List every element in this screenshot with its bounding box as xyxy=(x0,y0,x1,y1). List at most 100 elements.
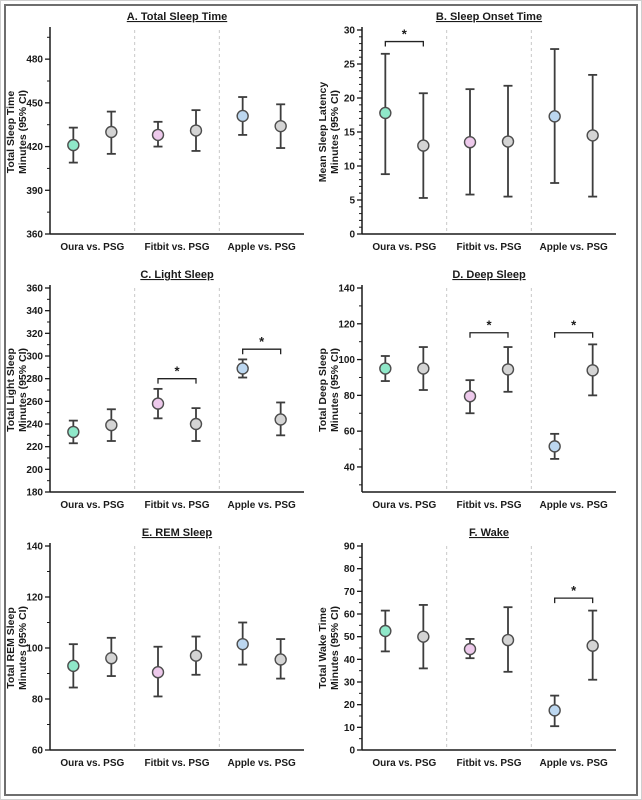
panel-chart-b: B. Sleep Onset Time 0 5 10 15 20 25 30 Mean Slee… xyxy=(317,11,616,253)
significance-bracket xyxy=(469,332,509,338)
y-tick-label: 390 xyxy=(26,186,43,197)
panel-title: E. REM Sleep xyxy=(142,527,213,539)
data-point-psg xyxy=(501,135,515,148)
x-category-label: Oura vs. PSG xyxy=(372,758,436,769)
x-category-label: Fitbit vs. PSG xyxy=(144,758,209,769)
y-tick-label: 0 xyxy=(349,746,355,757)
data-point-psg xyxy=(189,124,203,137)
data-point-apple xyxy=(548,110,561,123)
x-category-label: Oura vs. PSG xyxy=(60,758,124,769)
data-point-psg xyxy=(501,363,515,376)
y-tick-label: 40 xyxy=(344,462,356,473)
y-axis-title-line1: Total REM Sleep xyxy=(5,607,17,688)
y-tick-label: 280 xyxy=(26,374,43,385)
x-category-label: Apple vs. PSG xyxy=(227,500,296,511)
data-point-psg xyxy=(105,651,118,665)
y-tick-label: 100 xyxy=(26,644,43,655)
data-point-oura xyxy=(67,138,80,152)
data-point-psg xyxy=(274,413,287,426)
data-point-psg xyxy=(274,653,287,666)
data-point-oura xyxy=(379,362,392,375)
y-tick-label: 80 xyxy=(32,695,44,706)
y-tick-label: 220 xyxy=(26,442,43,453)
data-point-oura xyxy=(67,425,80,439)
significance-asterisk: * xyxy=(486,318,492,333)
x-category-label: Apple vs. PSG xyxy=(227,242,296,253)
panel-title: C. Light Sleep xyxy=(140,269,214,281)
y-tick-label: 15 xyxy=(344,128,356,139)
panel-a-total-sleep-time: A. Total Sleep Time 360 390 420 450 480 Total … xyxy=(3,6,315,264)
y-tick-label: 50 xyxy=(344,632,356,643)
panel-e-rem-sleep: E. REM Sleep 60 80 100 120 140 Total REM Sleep… xyxy=(3,522,315,780)
x-category-label: Oura vs. PSG xyxy=(60,242,124,253)
y-tick-label: 120 xyxy=(338,319,355,330)
data-point-psg xyxy=(189,649,203,662)
data-point-apple xyxy=(548,440,561,453)
data-point-apple xyxy=(236,362,249,375)
panel-grid: A. Total Sleep Time 360 390 420 450 480 Total … xyxy=(3,6,627,780)
data-point-oura xyxy=(379,624,392,638)
data-point-psg xyxy=(189,417,203,431)
significance-asterisk: * xyxy=(259,334,265,349)
y-axis-title-line2: Minutes (95% CI) xyxy=(329,606,341,690)
y-tick-label: 140 xyxy=(338,284,355,295)
significance-bracket xyxy=(242,348,282,355)
significance-asterisk: * xyxy=(571,583,577,598)
data-point-psg xyxy=(417,630,430,643)
x-category-label: Fitbit vs. PSG xyxy=(456,242,521,253)
y-axis-title-line2: Minutes (95% CI) xyxy=(329,90,341,174)
y-tick-label: 450 xyxy=(26,98,43,109)
panel-b-sleep-onset-time: B. Sleep Onset Time 0 5 10 15 20 25 30 Mean Slee… xyxy=(315,6,627,264)
data-point-psg xyxy=(105,418,118,432)
panel-chart-d: D. Deep Sleep 40 60 80 100 120 140 Total Deep S… xyxy=(317,269,616,511)
data-point-fitbit xyxy=(463,390,477,403)
panel-title: B. Sleep Onset Time xyxy=(436,11,542,23)
panel-title: A. Total Sleep Time xyxy=(127,11,227,23)
x-category-label: Fitbit vs. PSG xyxy=(144,500,209,511)
y-tick-label: 20 xyxy=(344,700,356,711)
y-tick-label: 80 xyxy=(344,391,356,402)
y-tick-label: 60 xyxy=(344,427,356,438)
panel-chart-a: A. Total Sleep Time 360 390 420 450 480 Total … xyxy=(5,11,304,253)
x-category-label: Apple vs. PSG xyxy=(539,242,608,253)
x-category-label: Fitbit vs. PSG xyxy=(456,500,521,511)
y-tick-label: 300 xyxy=(26,352,43,363)
y-tick-label: 30 xyxy=(344,678,356,689)
data-point-psg xyxy=(586,639,599,652)
y-tick-label: 25 xyxy=(344,60,356,71)
y-tick-label: 260 xyxy=(26,397,43,408)
y-axis-title-line2: Minutes (95% CI) xyxy=(17,606,29,690)
data-point-apple xyxy=(548,704,561,717)
data-point-psg xyxy=(586,364,599,377)
data-point-oura xyxy=(379,106,392,120)
y-tick-label: 140 xyxy=(26,542,43,553)
data-point-psg xyxy=(417,139,430,152)
y-tick-label: 120 xyxy=(26,593,43,604)
y-tick-label: 100 xyxy=(338,355,355,366)
y-axis-title-line1: Total Wake Time xyxy=(317,607,329,689)
data-point-fitbit xyxy=(463,135,477,149)
x-category-label: Apple vs. PSG xyxy=(539,758,608,769)
data-point-psg xyxy=(274,119,287,133)
x-category-label: Fitbit vs. PSG xyxy=(456,758,521,769)
y-axis-title-line2: Minutes (95% CI) xyxy=(329,348,341,432)
data-point-fitbit xyxy=(463,642,477,656)
y-tick-label: 240 xyxy=(26,420,43,431)
data-point-psg xyxy=(417,362,430,375)
y-tick-label: 60 xyxy=(32,746,44,757)
x-category-label: Oura vs. PSG xyxy=(372,242,436,253)
y-tick-label: 10 xyxy=(344,162,356,173)
y-tick-label: 60 xyxy=(344,610,356,621)
y-axis-title-line1: Total Light Sleep xyxy=(5,348,17,432)
y-tick-label: 200 xyxy=(26,465,43,476)
panel-title: D. Deep Sleep xyxy=(452,269,526,281)
significance-bracket xyxy=(554,597,594,604)
y-tick-label: 340 xyxy=(26,306,43,317)
significance-bracket xyxy=(554,332,594,338)
panel-d-deep-sleep: D. Deep Sleep 40 60 80 100 120 140 Total Deep S… xyxy=(315,264,627,522)
significance-bracket xyxy=(157,378,197,384)
panel-chart-e: E. REM Sleep 60 80 100 120 140 Total REM Sleep… xyxy=(5,527,304,769)
x-category-label: Apple vs. PSG xyxy=(539,500,608,511)
data-point-apple xyxy=(236,637,249,651)
y-tick-label: 40 xyxy=(344,655,356,666)
